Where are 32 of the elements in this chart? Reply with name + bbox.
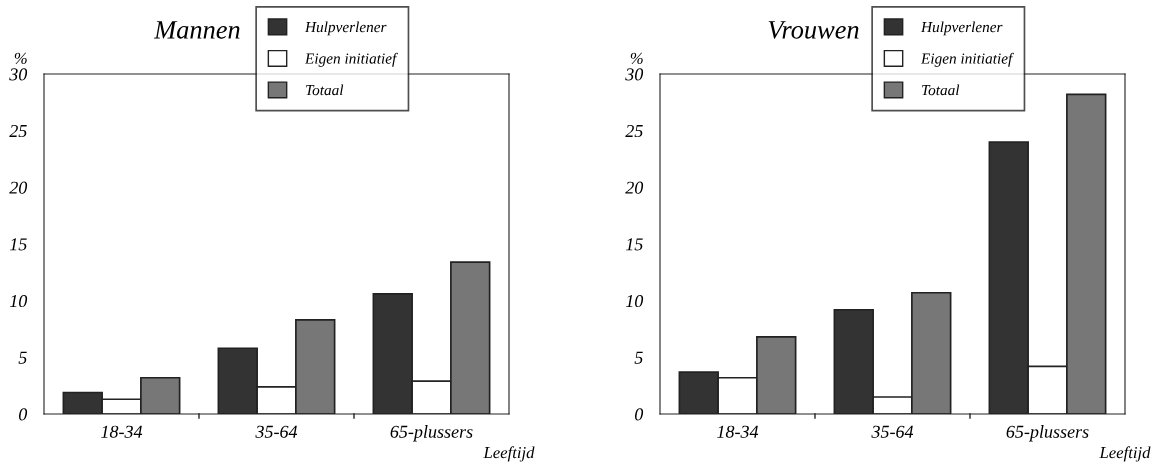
y-tick-label: 0 [19, 408, 28, 421]
y-tick-label: 5 [18, 351, 27, 364]
x-axis-title: Leeftijd [1099, 446, 1151, 462]
y-tick-label: 10 [9, 294, 28, 308]
x-tick-label: 35-64 [871, 425, 914, 438]
x-tick-label: 18-34 [717, 425, 759, 438]
y-tick-label: 30 [9, 68, 28, 81]
y-tick-label: 10 [625, 294, 644, 308]
legend-label: Eigen initiatief [920, 52, 1015, 67]
y-tick-label: 25 [9, 124, 27, 138]
x-tick-label: 18-34 [101, 425, 143, 438]
chart-title: Vrouwen [768, 21, 859, 39]
y-tick-label: 5 [634, 351, 643, 364]
legend-label: Hulpverlener [304, 21, 387, 36]
legend-label: Totaal [306, 84, 344, 96]
y-tick-label: 30 [625, 68, 644, 81]
y-axis-title: % [14, 52, 27, 65]
y-tick-label: 20 [625, 181, 644, 194]
x-tick-label: 65-plussers [1006, 425, 1089, 442]
y-axis-title: % [630, 52, 643, 65]
chart-title: Mannen [153, 21, 240, 39]
y-tick-label: 20 [9, 181, 28, 194]
y-tick-label: 0 [635, 408, 644, 421]
legend-label: Hulpverlener [920, 21, 1003, 36]
y-tick-label: 15 [625, 238, 643, 251]
legend-label: Totaal [922, 84, 960, 96]
y-tick-label: 25 [625, 124, 643, 138]
x-axis-title: Leeftijd [483, 446, 535, 462]
legend-label: Eigen initiatief [304, 52, 399, 67]
x-tick-label: 65-plussers [390, 425, 473, 442]
x-tick-label: 35-64 [255, 425, 298, 438]
y-tick-label: 15 [9, 238, 27, 251]
